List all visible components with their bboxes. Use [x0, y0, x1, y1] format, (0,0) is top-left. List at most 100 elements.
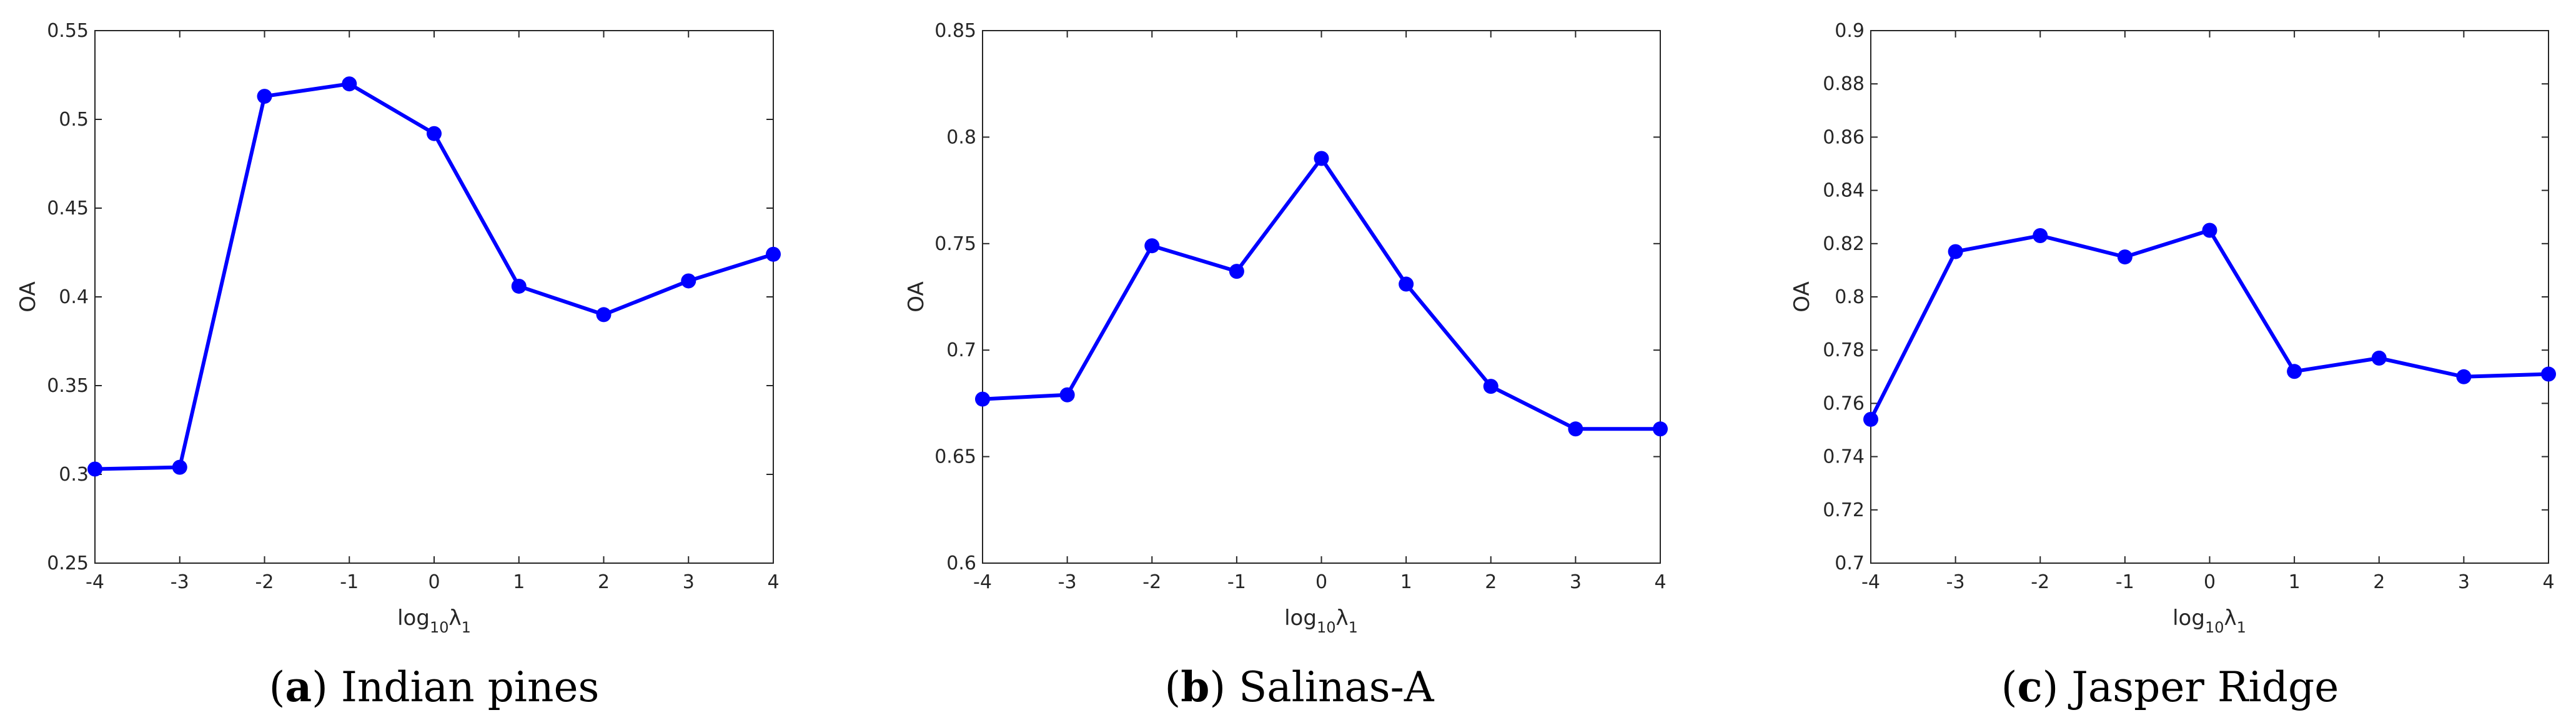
data-point — [511, 278, 527, 294]
y-tick-label: 0.8 — [1835, 286, 1865, 308]
x-tick-label: 2 — [598, 571, 610, 593]
x-tick-label: -2 — [1142, 571, 1161, 593]
data-point — [2033, 228, 2048, 244]
y-tick-label: 0.88 — [1823, 73, 1865, 95]
y-tick-label: 0.4 — [59, 286, 89, 308]
data-point — [1568, 421, 1583, 437]
series-line — [1869, 228, 2549, 421]
data-point — [2117, 249, 2133, 265]
data-point — [2456, 369, 2472, 384]
x-tick-label: 3 — [2458, 571, 2470, 593]
y-tick-label: 0.75 — [934, 233, 976, 255]
data-point — [1399, 276, 1414, 292]
data-point — [2541, 366, 2556, 382]
x-tick-label: 0 — [1315, 571, 1327, 593]
caption-letter-a: a — [285, 662, 312, 711]
x-tick-label: 3 — [1570, 571, 1582, 593]
data-point — [1948, 244, 1963, 259]
caption-letter-c: c — [2017, 662, 2042, 711]
data-point — [257, 89, 272, 104]
caption-title-c: Jasper Ridge — [2068, 663, 2339, 711]
x-ticks-a: -4 -3 -2 -1 0 1 2 3 4 — [86, 31, 780, 593]
x-tick-label: 4 — [2542, 571, 2554, 593]
x-tick-label: -1 — [1227, 571, 1246, 593]
chart-panel-c: -4 -3 -2 -1 0 1 2 3 4 0.7 0.72 0.74 0.76 0.78 0.8 0.82… — [1790, 20, 2556, 711]
x-ticks-c: -4 -3 -2 -1 0 1 2 3 4 — [1861, 31, 2555, 593]
x-tick-label: -4 — [973, 571, 992, 593]
x-tick-label: -4 — [1861, 571, 1880, 593]
caption-title-a: Indian pines — [341, 663, 600, 711]
data-point — [1229, 264, 1244, 279]
y-tick-label: 0.55 — [47, 20, 89, 42]
x-tick-label: 3 — [683, 571, 695, 593]
y-tick-label: 0.84 — [1823, 180, 1865, 202]
data-point — [1483, 379, 1499, 394]
y-tick-label: 0.76 — [1823, 392, 1865, 414]
plot-frame-a — [94, 30, 774, 564]
y-ticks-c: 0.7 0.72 0.74 0.76 0.78 0.8 0.82 0.84 0.86 0.88 0.… — [1823, 20, 2549, 574]
caption-title-b: Salinas-A — [1239, 663, 1435, 711]
x-tick-label: -3 — [171, 571, 189, 593]
x-tick-label: 2 — [2373, 571, 2385, 593]
data-point — [2371, 350, 2387, 366]
marks-c — [1863, 222, 2556, 427]
y-tick-label: 0.7 — [946, 339, 976, 361]
data-point — [681, 273, 696, 289]
data-point — [2287, 364, 2302, 379]
y-tick-label: 0.7 — [1835, 552, 1865, 574]
x-tick-label: 2 — [1485, 571, 1497, 593]
data-point — [975, 391, 990, 407]
y-tick-label: 0.85 — [934, 20, 976, 42]
y-ticks-b: 0.6 0.65 0.7 0.75 0.8 0.85 — [934, 20, 1660, 574]
chart-panel-a: -4 -3 -2 -1 0 1 2 3 4 0.250.30.350.40.450.50.55 … — [16, 20, 781, 711]
y-tick-label: 0.3 — [59, 464, 89, 486]
x-axis-label-c: log10λ1 — [2172, 606, 2246, 636]
y-tick-label: 0.78 — [1823, 339, 1865, 361]
data-point — [1059, 387, 1075, 402]
y-tick-label: 0.25 — [47, 552, 89, 574]
y-tick-label: 0.6 — [946, 552, 976, 574]
data-point — [766, 246, 781, 262]
y-tick-label: 0.5 — [59, 109, 89, 131]
data-point — [1314, 151, 1329, 166]
data-point — [1863, 411, 1878, 427]
chart-panel-b: -4 -3 -2 -1 0 1 2 3 4 0.6 0.65 0.7 0.75 0.8 0.85 OA l… — [904, 20, 1668, 711]
x-tick-label: 4 — [767, 571, 779, 593]
y-tick-label: 0.82 — [1823, 233, 1865, 255]
y-ticks-a: 0.25 0.3 0.35 0.4 0.45 0.5 0.55 — [47, 20, 773, 574]
x-tick-label: -1 — [2116, 571, 2134, 593]
x-tick-label: 1 — [1400, 571, 1412, 593]
y-tick-label: 0.72 — [1823, 499, 1865, 521]
data-point — [87, 461, 102, 477]
x-tick-label: -3 — [1058, 571, 1077, 593]
caption-a: (a) Indian pines — [269, 662, 600, 711]
caption-letter-b: b — [1181, 662, 1209, 711]
x-tick-label: 1 — [513, 571, 525, 593]
data-point — [2202, 222, 2217, 238]
data-point — [427, 126, 442, 141]
y-axis-label-a: OA — [16, 281, 41, 312]
x-tick-label: -3 — [1946, 571, 1965, 593]
y-axis-label-c: OA — [1790, 281, 1815, 312]
x-tick-label: 0 — [428, 571, 440, 593]
plot-frame-b — [982, 30, 1661, 564]
x-axis-label-a: log10λ1 — [397, 606, 471, 636]
x-tick-label: -1 — [340, 571, 359, 593]
x-ticks-b: -4 -3 -2 -1 0 1 2 3 4 — [973, 31, 1667, 593]
y-tick-label: 0.86 — [1823, 126, 1865, 148]
x-tick-label: 4 — [1654, 571, 1666, 593]
caption-c: (c) Jasper Ridge — [2001, 662, 2339, 711]
data-point — [172, 459, 187, 475]
x-axis-label-b: log10λ1 — [1284, 606, 1358, 636]
plot-frame-c — [1870, 30, 2549, 564]
y-tick-label: 0.74 — [1823, 446, 1865, 468]
x-tick-label: 0 — [2204, 571, 2216, 593]
x-tick-label: -2 — [2031, 571, 2049, 593]
x-tick-label: 1 — [2289, 571, 2301, 593]
series-line — [94, 82, 774, 471]
x-tick-label: -4 — [86, 571, 104, 593]
series-line — [982, 156, 1660, 431]
y-tick-label: 0.35 — [47, 375, 89, 397]
data-point — [596, 307, 612, 322]
